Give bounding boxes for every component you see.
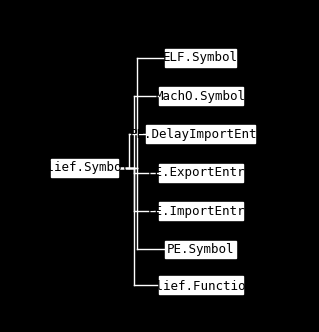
- FancyBboxPatch shape: [159, 87, 243, 105]
- Text: _lief.Symbol: _lief.Symbol: [39, 161, 130, 174]
- FancyBboxPatch shape: [159, 276, 243, 294]
- Text: PE.ExportEntry: PE.ExportEntry: [148, 166, 253, 179]
- FancyBboxPatch shape: [146, 125, 255, 143]
- Text: PE.DelayImportEntry: PE.DelayImportEntry: [129, 128, 272, 141]
- Text: MachO.Symbol: MachO.Symbol: [156, 90, 246, 103]
- FancyBboxPatch shape: [165, 49, 236, 67]
- Text: ELF.Symbol: ELF.Symbol: [163, 51, 238, 64]
- FancyBboxPatch shape: [159, 202, 243, 220]
- Text: PE.Symbol: PE.Symbol: [167, 243, 234, 256]
- FancyBboxPatch shape: [159, 164, 243, 182]
- Text: _lief.Function: _lief.Function: [148, 279, 253, 292]
- FancyBboxPatch shape: [165, 240, 236, 258]
- FancyBboxPatch shape: [51, 159, 118, 177]
- Text: PE.ImportEntry: PE.ImportEntry: [148, 205, 253, 217]
